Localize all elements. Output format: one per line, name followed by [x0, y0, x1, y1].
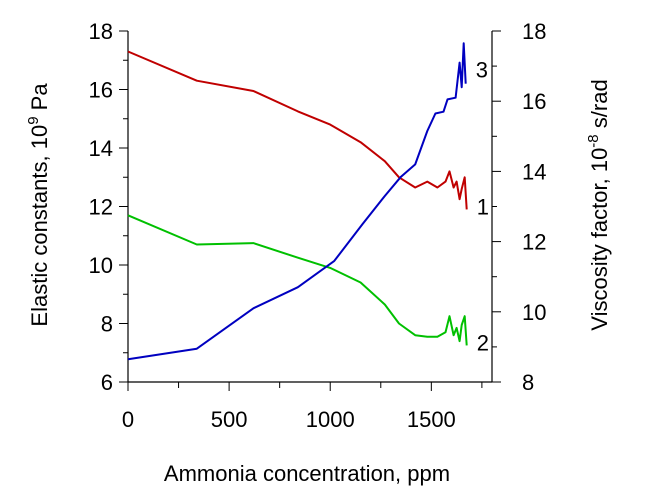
y-tick-label-right: 12: [522, 230, 546, 255]
y-tick-label-left: 6: [101, 370, 113, 395]
y-tick-label-left: 16: [89, 78, 113, 103]
series-layer: 1 2 3: [127, 42, 489, 361]
series-label-3: 3: [476, 58, 488, 83]
y-tick-label-left: 12: [89, 195, 113, 220]
y-tick-label-left: 8: [101, 312, 113, 337]
y-tick-label-left: 18: [89, 19, 113, 44]
series-line-2: [127, 214, 468, 346]
series-line-3: [127, 42, 467, 361]
y-tick-label-right: 8: [522, 370, 534, 395]
x-tick-label: 500: [211, 407, 248, 432]
y-tick-label-left: 10: [89, 253, 113, 278]
x-tick-label: 0: [122, 407, 134, 432]
y-tick-label-right: 16: [522, 89, 546, 114]
series-label-1: 1: [477, 194, 489, 219]
series-line-1: [127, 50, 468, 210]
x-axis-title: Ammonia concentration, ppm: [164, 461, 450, 486]
y-tick-label-right: 10: [522, 300, 546, 325]
y-tick-label-left: 14: [89, 136, 113, 161]
y-tick-label-right: 18: [522, 19, 546, 44]
x-tick-label: 1500: [407, 407, 456, 432]
y-tick-label-right: 14: [522, 159, 546, 184]
x-tick-label: 1000: [306, 407, 355, 432]
y-axis-title-right: Viscosity factor, 10-8 s/rad: [585, 79, 612, 330]
plot-area: [127, 31, 493, 383]
y-axis-title-left: Elastic constants, 109 Pa: [25, 83, 52, 327]
series-label-2: 2: [477, 330, 489, 355]
